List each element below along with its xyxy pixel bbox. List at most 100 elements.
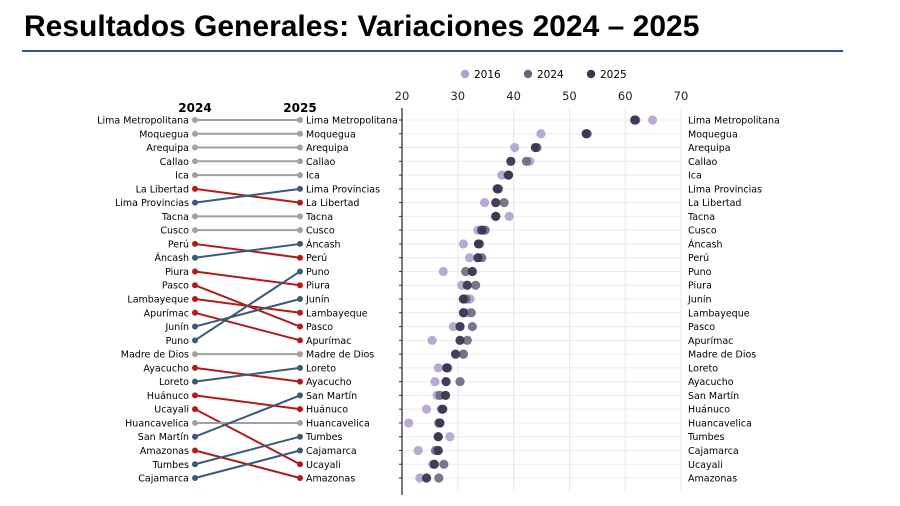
slope-label-2024: Pasco: [162, 281, 189, 292]
dot-2025: [440, 390, 451, 400]
category-label: Ayacucho: [688, 377, 734, 388]
slope-dot-2025: [297, 268, 303, 275]
slope-label-2025: Lima Metropolitana: [306, 116, 398, 127]
dot-2016: [421, 404, 432, 414]
category-label: Ica: [688, 171, 702, 182]
category-label: Pasco: [688, 322, 715, 333]
dot-2025: [492, 184, 503, 194]
slope-label-2025: Tacna: [305, 212, 333, 223]
slope-dot-2024: [192, 461, 198, 468]
slope-label-2024: Moquegua: [139, 129, 189, 140]
category-label: Apurímac: [688, 336, 733, 347]
slope-dot-2024: [192, 364, 198, 371]
slope-label-2024: Ucayali: [154, 405, 189, 416]
dot-2025: [630, 115, 640, 125]
slope-dot-2025: [297, 296, 303, 303]
slope-dot-2024: [192, 337, 198, 344]
category-label: Lima Provincias: [688, 184, 762, 195]
slope-dot-2025: [297, 461, 303, 468]
dot-2016: [427, 335, 437, 345]
legend-label-2016: 2016: [474, 69, 501, 81]
category-label: Huancavelica: [688, 418, 752, 429]
slope-dot-2025: [297, 392, 303, 399]
slope-dot-2025: [297, 475, 303, 482]
title-divider: [22, 50, 843, 52]
category-label: Perú: [688, 253, 709, 264]
x-tick-label: 50: [562, 89, 577, 103]
slope-label-2024: Ayacucho: [143, 363, 189, 374]
slope-line: [194, 394, 301, 438]
slope-dot-2024: [192, 158, 198, 165]
dot-2016: [413, 445, 423, 456]
slope-label-2025: Piura: [306, 281, 330, 292]
slope-dot-2025: [297, 158, 303, 165]
dot-2025: [473, 239, 484, 249]
dot-2025: [429, 459, 439, 469]
slope-label-2025: Junín: [305, 295, 330, 306]
slope-dot-2025: [297, 130, 303, 137]
slope-line: [194, 366, 301, 383]
slope-label-2024: La Libertad: [136, 184, 189, 195]
slope-label-2024: Lima Provincias: [115, 198, 189, 209]
dot-2024: [467, 321, 477, 332]
dot-2025: [506, 156, 516, 166]
slope-label-2024: Tumbes: [152, 460, 190, 471]
category-label: Callao: [688, 157, 718, 168]
slope-label-2025: Huancavelica: [306, 418, 370, 429]
dot-2025: [467, 266, 477, 277]
dot-2025: [581, 129, 591, 139]
dot-2024: [466, 308, 476, 318]
slope-dot-2024: [192, 254, 198, 261]
slope-dot-2024: [192, 227, 198, 234]
category-label: Loreto: [688, 363, 718, 374]
dot-2024: [499, 198, 509, 208]
dot-2025: [473, 253, 483, 263]
category-label: Junín: [687, 295, 712, 306]
slope-dot-2025: [297, 447, 303, 454]
slope-label-2025: Perú: [306, 253, 327, 264]
dot-2025: [477, 225, 487, 235]
slope-label-2025: Cusco: [306, 226, 335, 237]
category-label: Arequipa: [688, 143, 731, 154]
dot-2016: [536, 129, 546, 139]
dot-2016: [445, 432, 455, 442]
slope-line: [194, 449, 301, 479]
slope-dot-2024: [192, 144, 198, 151]
slope-label-2025: Apurímac: [306, 336, 351, 347]
dot-2025: [530, 142, 540, 153]
dot-2016: [504, 211, 514, 221]
slope-label-2025: Callao: [306, 157, 336, 168]
dot-2024: [455, 377, 465, 387]
slope-dot-2025: [297, 117, 303, 123]
dot-2016: [479, 198, 490, 208]
dot-2025: [433, 445, 443, 456]
slope-dot-2024: [192, 268, 198, 275]
slope-line: [194, 187, 301, 204]
dot-2025: [462, 280, 472, 290]
x-tick-label: 60: [618, 89, 633, 103]
dot-2025: [435, 418, 445, 428]
slope-dot-2024: [192, 351, 198, 358]
slope-line: [194, 435, 301, 466]
slope-dot-2025: [297, 433, 303, 440]
slope-label-2024: Ica: [175, 171, 189, 182]
dot-2025: [450, 349, 461, 359]
slope-dot-2024: [192, 433, 198, 440]
slope-line: [194, 270, 301, 342]
slope-dot-2024: [192, 240, 198, 247]
dot-2025: [438, 404, 448, 414]
category-label: Tacna: [687, 212, 715, 223]
slope-dot-2025: [297, 227, 303, 234]
dot-2016: [464, 253, 475, 263]
slope-dot-2024: [192, 419, 198, 426]
category-label: Piura: [688, 281, 712, 292]
slope-label-2025: Arequipa: [306, 143, 349, 154]
slope-label-2025: San Martín: [306, 391, 357, 402]
slope-label-2024: Lambayeque: [127, 295, 189, 306]
slope-label-2024: Puno: [166, 336, 190, 347]
slope-dot-2024: [192, 172, 198, 179]
slope-label-2024: Arequipa: [146, 143, 189, 154]
dot-2024: [434, 473, 444, 483]
dot-2016: [404, 418, 414, 428]
